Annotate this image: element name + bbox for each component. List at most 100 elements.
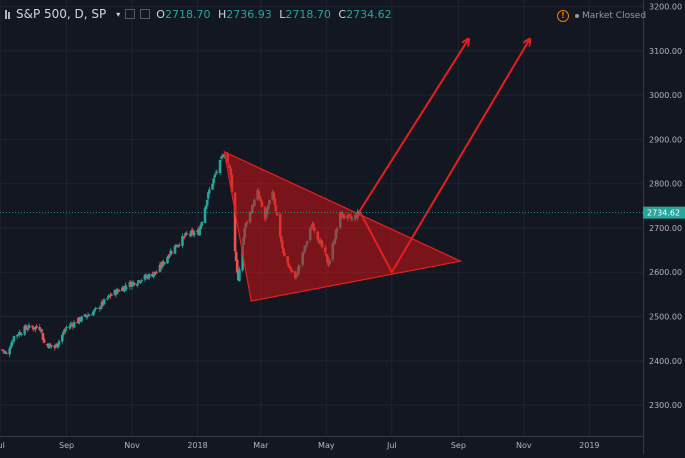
candle-body	[189, 231, 193, 237]
last-price-badge-text: 2734.62	[647, 209, 680, 218]
status-dot-icon	[575, 14, 579, 18]
candle-body	[48, 343, 51, 349]
y-tick-label: 2400.00	[649, 357, 682, 366]
candle-body	[40, 329, 44, 332]
market-status[interactable]: ! Market Closed	[557, 10, 646, 22]
candle-body	[167, 255, 170, 258]
settings-square-icon[interactable]	[140, 9, 151, 19]
candle-body	[212, 178, 215, 184]
candle-body	[106, 298, 109, 300]
triangle-pattern	[223, 150, 463, 302]
candle-body	[57, 341, 61, 345]
candle-body	[49, 344, 52, 346]
close-value: 2734.62	[346, 7, 392, 21]
y-tick-label: 2600.00	[649, 268, 682, 277]
candle-body	[123, 286, 126, 292]
candle-body	[8, 348, 11, 355]
y-tick-label: 2800.00	[649, 180, 682, 189]
candle-body	[132, 282, 136, 286]
candle-body	[92, 311, 95, 316]
candle-body	[192, 232, 196, 235]
x-tick-label: Nov	[516, 441, 532, 450]
candle-body	[27, 324, 31, 329]
candle-body	[183, 235, 186, 237]
candle-body	[50, 345, 53, 347]
x-tick-label: Jul	[0, 441, 5, 450]
candle-body	[170, 252, 174, 254]
candle-body	[85, 316, 89, 318]
candle-body	[19, 332, 22, 335]
candle-body	[95, 307, 98, 309]
legend-bar: S&P 500, D, SP ▾ O2718.70 H2736.93 L2718…	[0, 0, 640, 28]
candle-body	[25, 329, 29, 331]
candle-body	[125, 287, 128, 289]
candle-body	[143, 275, 147, 280]
candle-body	[206, 192, 210, 199]
low-label: L	[279, 7, 286, 21]
candle-body	[198, 228, 201, 236]
candle-body	[199, 224, 203, 230]
y-tick-label: 2900.00	[649, 135, 682, 144]
candle-body	[116, 290, 120, 292]
candle-body	[214, 173, 218, 175]
candle-body	[5, 352, 8, 354]
ohlc-values: O2718.70 H2736.93 L2718.70 C2734.62	[156, 8, 395, 21]
x-tick-label: Sep	[59, 441, 74, 450]
candle-body	[211, 183, 214, 190]
candle-body	[84, 315, 88, 317]
x-tick-label: 2018	[187, 441, 207, 450]
projection-arrow-zigzag	[358, 40, 530, 275]
low-value: 2718.70	[285, 7, 331, 21]
candle-body	[175, 246, 179, 248]
candle-body	[191, 231, 195, 235]
candle-body	[124, 285, 127, 287]
candle-body	[78, 317, 81, 322]
candle-body	[208, 189, 211, 194]
symbol-dropdown-icon[interactable]: ▾	[116, 9, 121, 19]
high-label: H	[217, 7, 227, 21]
candle-body	[153, 271, 156, 275]
candle-body	[155, 272, 159, 274]
candle-body	[213, 175, 216, 178]
candle-body	[80, 316, 83, 322]
candle-body	[68, 326, 72, 329]
candle-body	[182, 236, 185, 238]
candle-body	[200, 221, 204, 226]
candle-body	[168, 254, 171, 257]
candle-body	[45, 344, 49, 346]
x-tick-label: Mar	[253, 441, 269, 450]
x-tick-label: 2019	[579, 441, 599, 450]
candle-body	[42, 339, 46, 343]
candle-body	[218, 159, 222, 174]
candle-body	[152, 274, 155, 278]
candle-body	[56, 344, 60, 348]
candle-body	[158, 264, 162, 272]
candle-body	[72, 322, 76, 328]
open-value: 2718.70	[164, 7, 211, 21]
candle-body	[138, 281, 141, 283]
candle-body	[234, 251, 238, 262]
candle-body	[162, 262, 166, 265]
candle-body	[2, 351, 6, 353]
symbol-title[interactable]: S&P 500, D, SP	[16, 7, 107, 21]
candle-body	[241, 246, 244, 271]
candle-body	[26, 328, 30, 330]
candle-body	[93, 309, 96, 312]
projection-arrow-direct	[358, 40, 468, 212]
compare-icon[interactable]	[125, 9, 136, 19]
candle-body	[15, 335, 19, 337]
candle-body	[108, 295, 111, 297]
candle-body	[110, 294, 113, 296]
candle-body	[20, 334, 23, 336]
candle-body	[154, 271, 157, 274]
candle-body	[23, 326, 26, 335]
candle-body	[117, 290, 121, 292]
candle-body	[174, 244, 178, 247]
candle-body	[64, 329, 67, 332]
candle-body	[177, 244, 181, 246]
candle-body	[181, 236, 184, 246]
open-label: O	[156, 7, 165, 21]
candle-body	[204, 205, 208, 210]
